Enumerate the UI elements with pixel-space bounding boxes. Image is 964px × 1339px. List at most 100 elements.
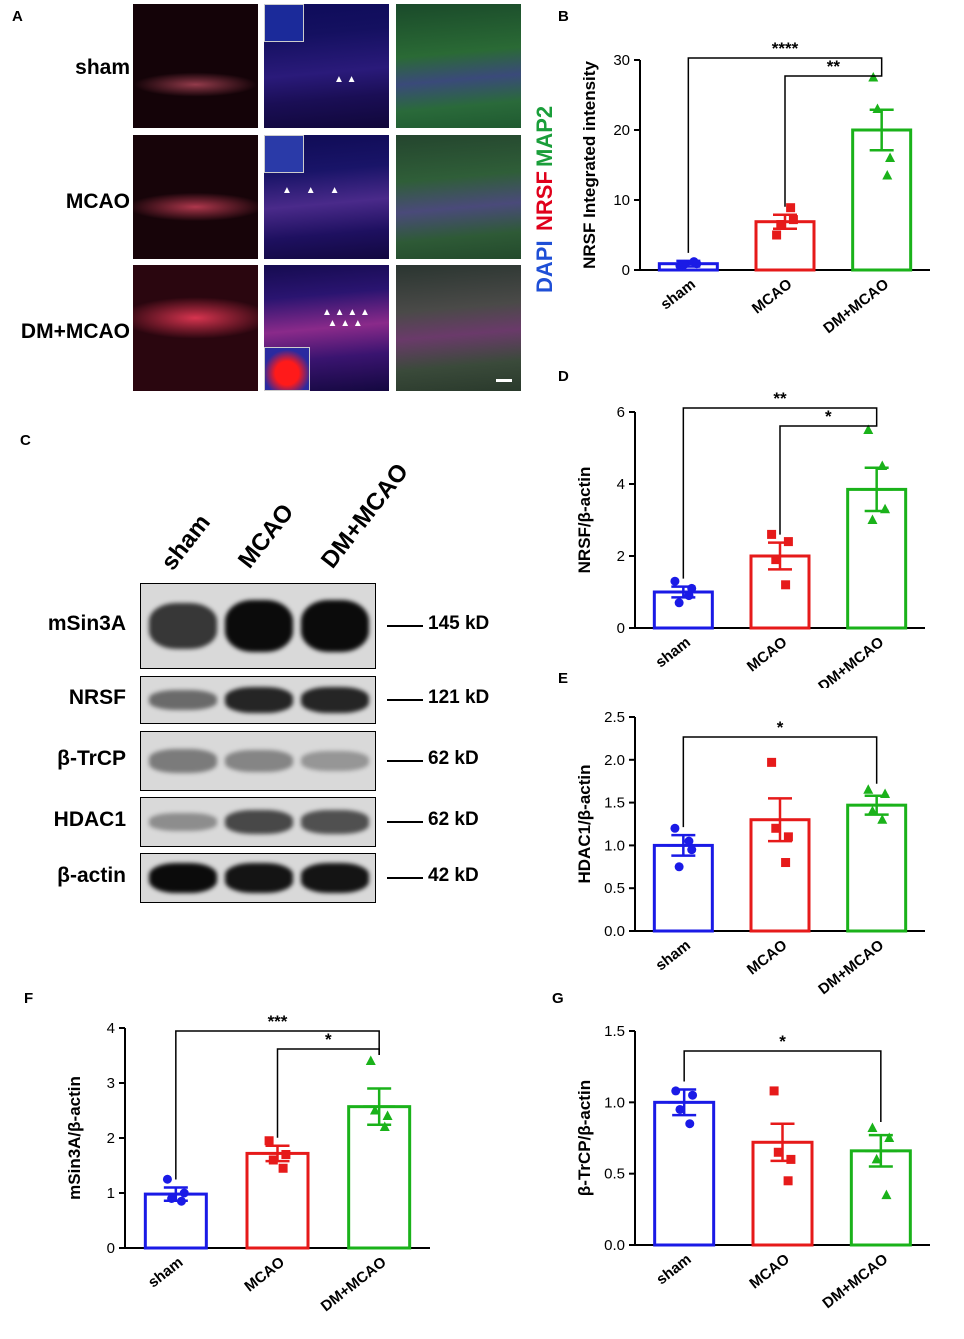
data-point	[670, 576, 680, 586]
panel-letter-a: A	[12, 8, 23, 25]
data-point	[871, 1153, 882, 1164]
blot-marker-line	[387, 699, 423, 701]
inset-box	[264, 347, 310, 391]
y-tick-label: 2.5	[604, 709, 625, 726]
inset-box	[264, 135, 304, 173]
y-tick-label: 0.0	[604, 923, 625, 940]
blot-band	[301, 750, 369, 772]
data-point	[872, 103, 883, 113]
inset-box	[264, 4, 304, 42]
x-tick-label: sham	[652, 634, 693, 672]
chart-e: 0.0 0.5 1.0 1.5 2.0 2.5 HDAC1/β-actin sham MCAO D…	[575, 709, 925, 998]
significance-bracket	[682, 736, 878, 828]
x-tick-label: DM+MCAO	[318, 1254, 390, 1316]
data-point	[692, 259, 702, 269]
stain-legend: DAPI NRSF MAP2	[532, 106, 557, 293]
significance-bracket	[682, 407, 878, 579]
data-point	[877, 460, 888, 470]
data-point	[867, 1122, 878, 1133]
blot-row-3	[140, 797, 376, 847]
panel-letter-f: F	[24, 990, 34, 1007]
data-point	[281, 1150, 291, 1159]
x-tick-label: MCAO	[744, 937, 791, 979]
blot-band	[149, 862, 217, 894]
data-point	[783, 1176, 793, 1186]
blot-band	[149, 813, 217, 831]
image-dm-mcao-nrsf	[133, 265, 258, 391]
data-point	[786, 1154, 796, 1164]
blot-size-label: 62 kD	[428, 809, 479, 830]
blot-band	[225, 809, 293, 835]
y-tick-label: 1.5	[604, 795, 625, 812]
bar	[653, 1100, 716, 1247]
data-point	[885, 152, 896, 162]
data-point	[877, 814, 888, 824]
blot-size-label: 42 kD	[428, 865, 479, 886]
data-point	[369, 1105, 380, 1115]
significance-bracket	[175, 1030, 380, 1180]
panel-letter-d: D	[558, 368, 569, 385]
image-dm-mcao-map2	[396, 265, 521, 391]
blot-band	[301, 686, 369, 714]
blot-band	[149, 689, 217, 711]
blot-marker-line	[387, 625, 423, 627]
y-tick-label: 30	[613, 52, 630, 69]
x-tick-label: MCAO	[241, 1254, 288, 1296]
data-point	[674, 862, 684, 872]
x-tick-label: MCAO	[744, 634, 791, 676]
significance-label: **	[773, 389, 787, 408]
y-tick-label: 10	[613, 192, 630, 209]
data-point	[674, 598, 684, 608]
y-tick-label: 0	[107, 1240, 115, 1257]
x-tick-label: MCAO	[746, 1251, 793, 1293]
significance-bracket	[687, 57, 883, 253]
significance-label: *	[325, 1030, 332, 1049]
image-sham-map2	[396, 4, 521, 128]
panel-letter-c: C	[20, 432, 31, 449]
data-point	[767, 529, 777, 539]
data-point	[670, 823, 680, 833]
x-tick-label: sham	[657, 276, 698, 314]
data-point	[688, 1090, 698, 1100]
data-point	[863, 424, 874, 434]
data-point	[176, 1196, 186, 1206]
image-mcao-map2	[396, 135, 521, 259]
data-point	[783, 832, 793, 842]
blot-row-4	[140, 853, 376, 903]
data-point	[781, 580, 791, 590]
y-tick-label: 6	[617, 404, 625, 421]
blot-row-0	[140, 583, 376, 669]
data-point	[773, 1147, 783, 1157]
significance-label: *	[779, 1032, 786, 1051]
data-point	[379, 1121, 390, 1131]
data-point	[783, 537, 793, 547]
blot-band	[149, 749, 217, 773]
legend-dapi: DAPI	[532, 240, 557, 293]
image-sham-merge: ▲ ▲	[264, 4, 389, 128]
data-point	[685, 1119, 695, 1129]
bar	[846, 803, 908, 933]
data-point	[771, 823, 781, 833]
image-dm-mcao-merge: ▲ ▲ ▲ ▲ ▲ ▲ ▲	[264, 265, 389, 391]
y-tick-label: 4	[107, 1020, 115, 1037]
x-tick-label: sham	[652, 937, 693, 975]
blot-marker-line	[387, 877, 423, 879]
data-point	[268, 1155, 278, 1165]
blot-row-2	[140, 731, 376, 791]
data-point	[867, 805, 878, 816]
arrowhead-markers: ▲ ▲ ▲ ▲ ▲ ▲ ▲	[322, 307, 370, 329]
y-axis-label: NRSF/β-actin	[575, 467, 594, 574]
blot-protein-label: β-actin	[57, 864, 126, 887]
panel-letter-g: G	[552, 990, 564, 1007]
image-mcao-nrsf	[133, 135, 258, 259]
y-tick-label: 20	[613, 122, 630, 139]
image-sham-nrsf	[133, 4, 258, 128]
blot-band	[225, 686, 293, 714]
y-tick-label: 1	[107, 1185, 115, 1202]
data-point	[881, 1189, 892, 1200]
significance-label: **	[827, 57, 841, 76]
lane-label-mcao: MCAO	[232, 498, 300, 574]
data-point	[684, 591, 694, 601]
significance-bracket	[784, 71, 883, 207]
